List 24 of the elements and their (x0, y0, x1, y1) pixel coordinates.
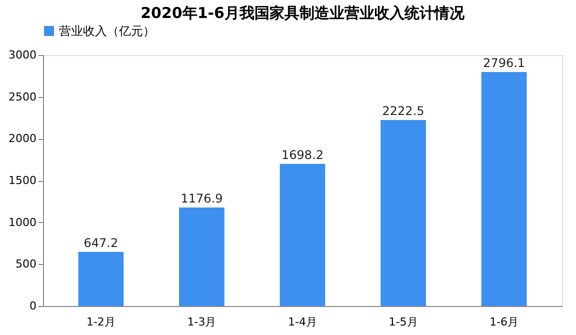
bar (78, 252, 124, 306)
data-label: 1698.2 (282, 148, 324, 162)
bar (481, 72, 527, 306)
x-tick-label: 1-6月 (490, 316, 519, 328)
y-tick-label: 1000 (8, 216, 36, 229)
bar (280, 164, 326, 306)
y-tick-label: 2000 (8, 132, 36, 146)
data-label: 1176.9 (180, 192, 223, 206)
x-tick-label: 1-3月 (187, 316, 216, 328)
y-tick-label: 2500 (8, 90, 36, 104)
data-label: 2222.5 (382, 104, 424, 118)
bar (380, 120, 426, 306)
y-tick-label: 3000 (8, 48, 36, 62)
data-label: 2796.1 (483, 56, 526, 70)
bar (179, 208, 224, 306)
data-label: 647.2 (84, 236, 118, 250)
y-tick-label: 0 (30, 300, 36, 312)
chart-title: 2020年1-6月我国家具制造业营业收入统计情况 (140, 4, 466, 22)
x-tick-label: 1-5月 (388, 316, 418, 328)
y-tick-label: 500 (16, 258, 36, 271)
x-tick-label: 1-4月 (288, 316, 317, 328)
y-tick-label: 1500 (8, 174, 36, 187)
legend-label: 营业收入（亿元） (59, 24, 155, 38)
x-tick-label: 1-2月 (86, 316, 116, 328)
